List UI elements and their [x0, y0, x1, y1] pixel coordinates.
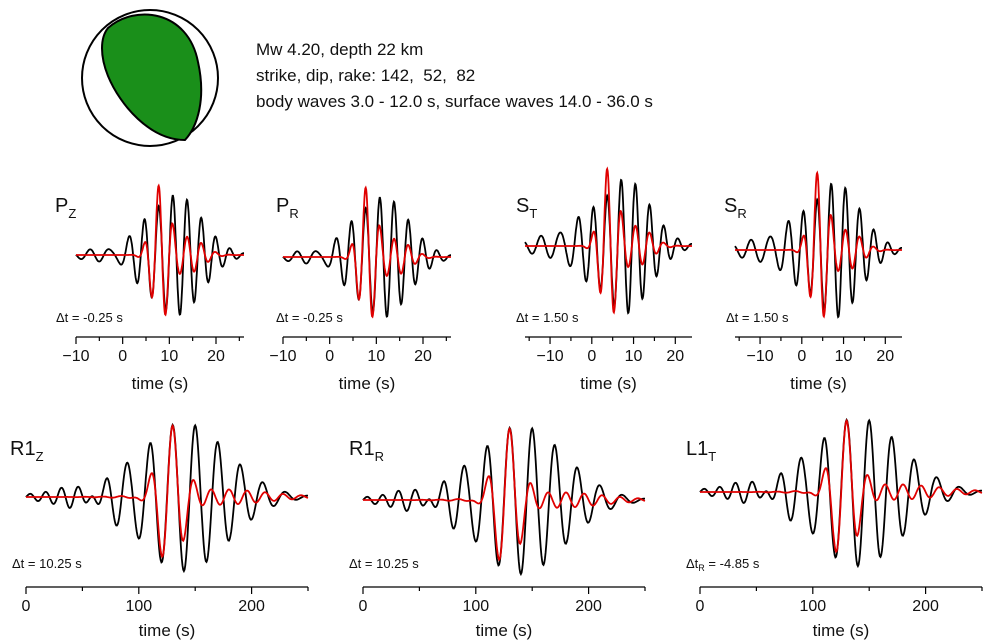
x-axis-label: time (s) — [580, 374, 637, 393]
time-shift-text: Δt = -0.25 s — [276, 310, 343, 325]
panel-title-sub: R — [375, 449, 384, 464]
panel-title-main: S — [724, 195, 737, 217]
panel-5: R1Z Δt = 10.25 s 0 100 200 time (s) — [10, 422, 309, 640]
panel-title: R1R — [349, 438, 384, 464]
tick-label: −10 — [62, 348, 89, 365]
panel-title-sub: R — [737, 206, 746, 221]
time-shift-label: Δt = 1.50 s — [516, 310, 579, 325]
tick-label: 100 — [125, 598, 152, 615]
trace-synthetic — [76, 183, 244, 317]
tick-label: 10 — [160, 348, 178, 365]
panel-6: R1R Δt = 10.25 s 0 100 200 time (s) — [349, 425, 646, 640]
header-line-magnitude: Mw 4.20, depth 22 km — [256, 40, 424, 59]
tick-label: 10 — [367, 348, 385, 365]
tick-label: 10 — [625, 348, 643, 365]
time-shift-text: Δt = 1.50 s — [726, 310, 789, 325]
x-axis-label: time (s) — [790, 374, 847, 393]
trace-synthetic — [363, 426, 646, 562]
tick-label: −10 — [269, 348, 296, 365]
tick-label: 0 — [359, 598, 368, 615]
time-shift-label: ΔtR = -4.85 s — [686, 556, 760, 573]
panel-title: L1T — [686, 438, 716, 464]
tick-label: 0 — [22, 598, 31, 615]
panel-title-sub: R — [289, 206, 298, 221]
panel-3: ST Δt = 1.50 s −10 0 10 20 time (s) — [516, 166, 692, 393]
trace-synthetic — [283, 185, 451, 319]
header-line-periods: body waves 3.0 - 12.0 s, surface waves 1… — [256, 92, 653, 111]
time-shift-label: Δt = -0.25 s — [276, 310, 343, 325]
beachball — [81, 9, 219, 147]
panel-title-sub: T — [529, 206, 537, 221]
tick-label: 20 — [207, 348, 225, 365]
tick-label: 200 — [912, 598, 939, 615]
panel-7: L1T ΔtR = -4.85 s 0 100 200 time (s) — [686, 417, 983, 640]
panel-title-main: P — [55, 195, 68, 217]
panel-title: SR — [724, 195, 747, 221]
tick-label: 20 — [876, 348, 894, 365]
tick-label: 200 — [575, 598, 602, 615]
panel-title-main: P — [276, 195, 289, 217]
tick-label: −10 — [536, 348, 563, 365]
panel-title-main: L1 — [686, 438, 708, 460]
trace-synthetic — [700, 418, 983, 554]
x-axis-label: time (s) — [132, 374, 189, 393]
tick-label: 0 — [696, 598, 705, 615]
time-shift-sub: R — [698, 563, 705, 573]
trace-synthetic — [525, 166, 692, 315]
panel-2: PR Δt = -0.25 s −10 0 10 20 time (s) — [269, 185, 451, 393]
x-axis-label: time (s) — [476, 621, 533, 640]
panel-title-sub: Z — [68, 206, 76, 221]
panel-title: R1Z — [10, 438, 44, 464]
tick-label: 0 — [797, 348, 806, 365]
time-shift-value: = -4.85 s — [705, 556, 760, 571]
time-shift-label: Δt = 1.50 s — [726, 310, 789, 325]
panel-title: PR — [276, 195, 299, 221]
tick-label: 10 — [835, 348, 853, 365]
tick-label: 0 — [325, 348, 334, 365]
header-line-mechanism: strike, dip, rake: 142, 52, 82 — [256, 66, 476, 85]
panel-title-sub: T — [708, 449, 716, 464]
tick-label: 100 — [799, 598, 826, 615]
time-shift-text: Δt = 10.25 s — [349, 556, 419, 571]
tick-label: 20 — [414, 348, 432, 365]
panel-title: ST — [516, 195, 537, 221]
panel-1: PZ Δt = -0.25 s −10 0 10 20 time (s) — [55, 183, 244, 393]
x-axis-label: time (s) — [339, 374, 396, 393]
panel-title: PZ — [55, 195, 76, 221]
tick-label: 20 — [666, 348, 684, 365]
panel-title-sub: Z — [36, 449, 44, 464]
time-shift-text: Δt — [686, 556, 699, 571]
x-axis-label: time (s) — [813, 621, 870, 640]
beachball-compressional-quadrant — [101, 13, 203, 142]
time-shift-text: Δt = 10.25 s — [12, 556, 82, 571]
panel-4: SR Δt = 1.50 s −10 0 10 20 time (s) — [724, 170, 902, 393]
time-shift-text: Δt = -0.25 s — [56, 310, 123, 325]
time-shift-label: Δt = -0.25 s — [56, 310, 123, 325]
tick-label: 100 — [462, 598, 489, 615]
x-axis-label: time (s) — [139, 621, 196, 640]
panel-title-main: R1 — [10, 438, 36, 460]
tick-label: 0 — [118, 348, 127, 365]
tick-label: 0 — [587, 348, 596, 365]
tick-label: 200 — [238, 598, 265, 615]
time-shift-label: Δt = 10.25 s — [12, 556, 82, 571]
panel-title-main: S — [516, 195, 529, 217]
time-shift-label: Δt = 10.25 s — [349, 556, 419, 571]
panel-title-main: R1 — [349, 438, 375, 460]
tick-label: −10 — [746, 348, 773, 365]
trace-synthetic — [26, 423, 309, 559]
trace-synthetic — [735, 170, 902, 319]
time-shift-text: Δt = 1.50 s — [516, 310, 579, 325]
